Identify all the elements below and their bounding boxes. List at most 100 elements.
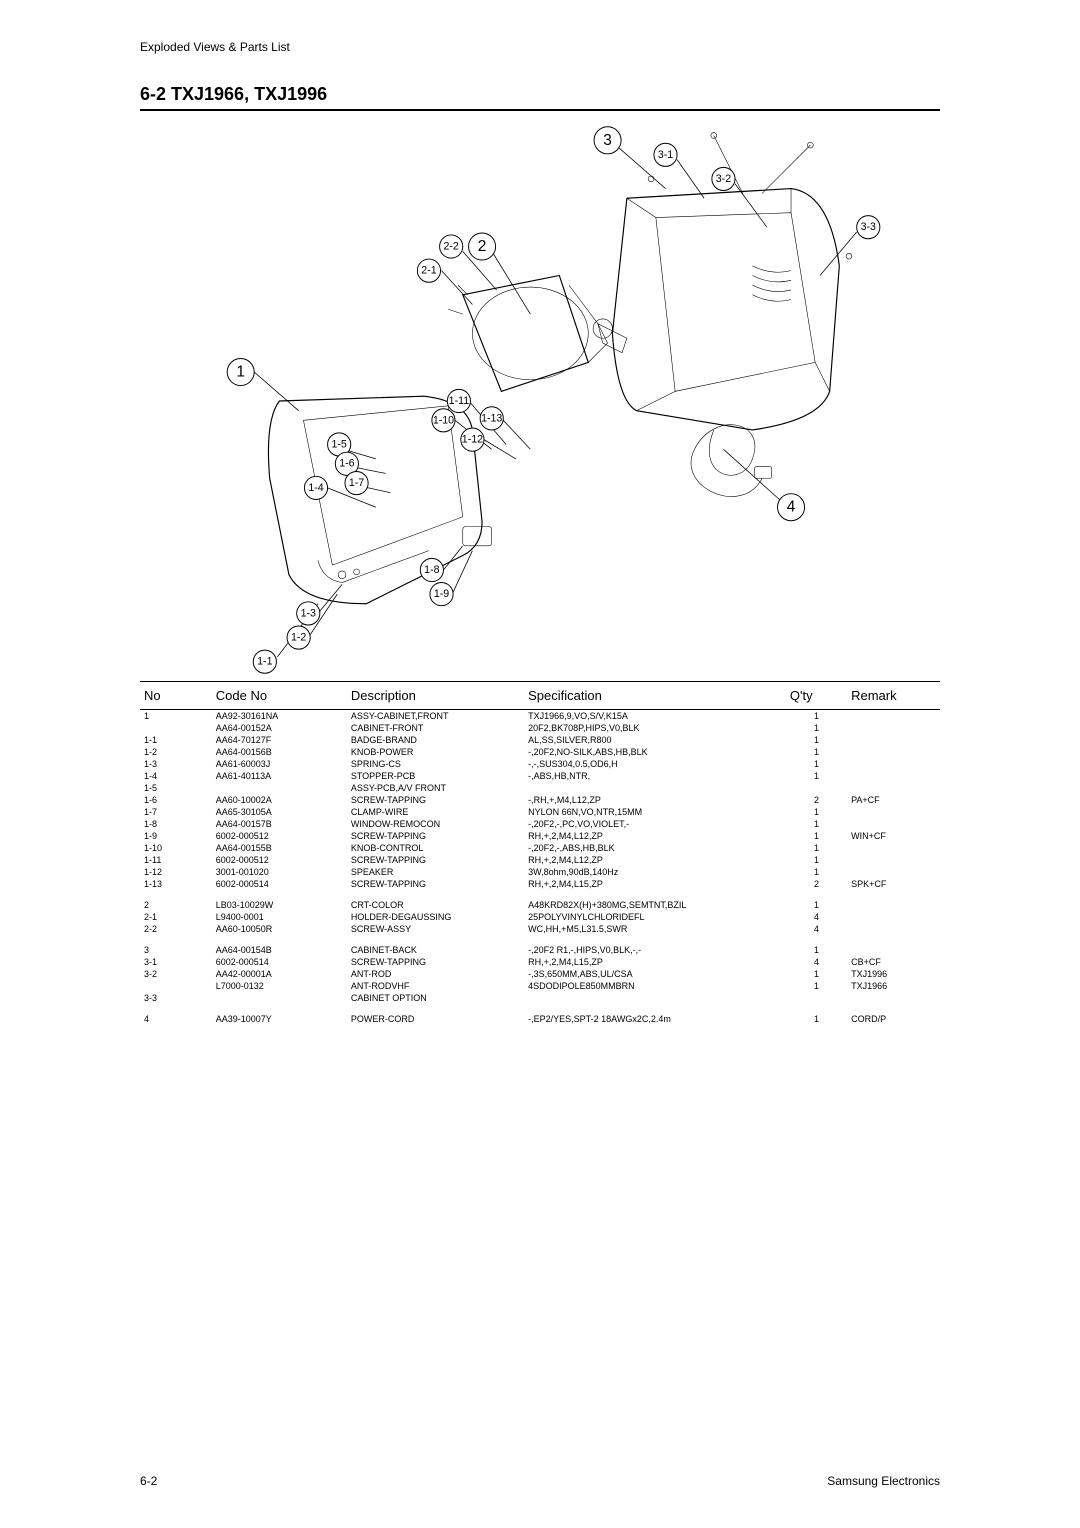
leader-line — [442, 271, 473, 305]
leader-lines — [254, 148, 856, 657]
cell-spec: 4SDODIPOLE850MMBRN — [524, 980, 786, 992]
callout-label: 2-2 — [444, 241, 459, 253]
callout-label: 1-13 — [481, 412, 502, 424]
table-row: 1AA92-30161NAASSY-CABINET,FRONTTXJ1966,9… — [140, 710, 940, 723]
callout-label: 1-6 — [339, 458, 354, 470]
cell-desc: BADGE-BRAND — [347, 734, 524, 746]
cell-qty: 1 — [786, 842, 847, 854]
cell-no: 3 — [140, 935, 212, 956]
cell-qty: 1 — [786, 890, 847, 911]
cell-code — [212, 782, 347, 794]
cell-spec: -,20F2,-,ABS,HB,BLK — [524, 842, 786, 854]
cell-code: AA42-00001A — [212, 968, 347, 980]
cell-spec: 3W,8ohm,90dB,140Hz — [524, 866, 786, 878]
cell-desc: SCREW-TAPPING — [347, 794, 524, 806]
cell-desc: ANT-RODVHF — [347, 980, 524, 992]
cell-qty — [786, 992, 847, 1004]
cell-rem — [847, 710, 940, 723]
table-row: 1-5ASSY-PCB,A/V FRONT — [140, 782, 940, 794]
cell-spec: NYLON 66N,VO,NTR,15MM — [524, 806, 786, 818]
cell-spec: -,20F2,NO-SILK,ABS,HB,BLK — [524, 746, 786, 758]
exploded-diagram: 1234 1-11-21-31-41-51-61-71-81-91-101-11… — [140, 121, 940, 681]
footer-page: 6-2 — [140, 1474, 157, 1488]
callout-label: 1-7 — [349, 477, 364, 489]
cell-rem — [847, 734, 940, 746]
cell-code: AA61-40113A — [212, 770, 347, 782]
cell-no: 2-1 — [140, 911, 212, 923]
table-row: 3-2AA42-00001AANT-ROD-,3S,650MM,ABS,UL/C… — [140, 968, 940, 980]
cell-desc: SPRING-CS — [347, 758, 524, 770]
table-row: 1-96002-000512SCREW-TAPPINGRH,+,2,M4,L12… — [140, 830, 940, 842]
cell-spec: WC,HH,+M5,L31.5,SWR — [524, 923, 786, 935]
cell-no: 1-6 — [140, 794, 212, 806]
cell-qty: 4 — [786, 923, 847, 935]
cell-no: 2-2 — [140, 923, 212, 935]
table-row: 3-16002-000514SCREW-TAPPINGRH,+,2,M4,L15… — [140, 956, 940, 968]
cell-rem: WIN+CF — [847, 830, 940, 842]
cell-desc: CLAMP-WIRE — [347, 806, 524, 818]
cell-spec: RH,+,2,M4,L15,ZP — [524, 878, 786, 890]
cell-spec: A48KRD82X(H)+380MG,SEMTNT,BZIL — [524, 890, 786, 911]
th-spec: Specification — [524, 682, 786, 710]
cell-qty: 2 — [786, 794, 847, 806]
cell-no: 1-4 — [140, 770, 212, 782]
cell-no: 1-8 — [140, 818, 212, 830]
th-remark: Remark — [847, 682, 940, 710]
cell-code: 6002-000512 — [212, 854, 347, 866]
diagram-svg: 1234 1-11-21-31-41-51-61-71-81-91-101-11… — [140, 121, 940, 681]
cell-rem — [847, 746, 940, 758]
cell-qty: 1 — [786, 866, 847, 878]
table-row: 1-6AA60-10002ASCREW-TAPPING-,RH,+,M4,L12… — [140, 794, 940, 806]
cell-code: AA64-00154B — [212, 935, 347, 956]
cell-desc: KNOB-CONTROL — [347, 842, 524, 854]
cell-rem: CORD/P — [847, 1004, 940, 1025]
cell-desc: SCREW-ASSY — [347, 923, 524, 935]
cell-desc: HOLDER-DEGAUSSING — [347, 911, 524, 923]
cell-no: 3-3 — [140, 992, 212, 1004]
cell-code: AA64-00155B — [212, 842, 347, 854]
table-row: 3AA64-00154BCABINET-BACK-,20F2 R1,-,HIPS… — [140, 935, 940, 956]
cell-rem — [847, 782, 940, 794]
callout-label: 1-5 — [332, 438, 347, 450]
cell-spec: -,EP2/YES,SPT-2 18AWGx2C,2.4m — [524, 1004, 786, 1025]
cell-no: 2 — [140, 890, 212, 911]
cell-code: L9400-0001 — [212, 911, 347, 923]
cell-desc: ANT-ROD — [347, 968, 524, 980]
cell-spec: TXJ1966,9,VO,S/V,K15A — [524, 710, 786, 723]
cell-no: 1-10 — [140, 842, 212, 854]
leader-line — [503, 420, 530, 449]
breadcrumb: Exploded Views & Parts List — [140, 40, 940, 54]
power-cord-group — [691, 425, 772, 497]
table-row: 1-4AA61-40113ASTOPPER-PCB-,ABS,HB,NTR,1 — [140, 770, 940, 782]
cell-spec: 25POLYVINYLCHLORIDEFL — [524, 911, 786, 923]
cell-spec: -,20F2 R1,-,HIPS,V0,BLK,-,- — [524, 935, 786, 956]
cell-code: AA39-10007Y — [212, 1004, 347, 1025]
cell-no: 1-11 — [140, 854, 212, 866]
cell-rem — [847, 806, 940, 818]
cell-qty: 1 — [786, 968, 847, 980]
cell-rem — [847, 818, 940, 830]
cell-desc: SPEAKER — [347, 866, 524, 878]
table-row: 1-2AA64-00156BKNOB-POWER-,20F2,NO-SILK,A… — [140, 746, 940, 758]
leader-line — [443, 546, 462, 570]
cell-qty: 1 — [786, 722, 847, 734]
cell-no: 3-2 — [140, 968, 212, 980]
cell-qty: 1 — [786, 734, 847, 746]
footer-brand: Samsung Electronics — [827, 1474, 940, 1488]
cell-desc: STOPPER-PCB — [347, 770, 524, 782]
leader-line — [484, 440, 516, 459]
callout-label: 2-1 — [421, 265, 436, 277]
table-row: 2LB03-10029WCRT-COLORA48KRD82X(H)+380MG,… — [140, 890, 940, 911]
cell-code: AA64-00152A — [212, 722, 347, 734]
callout-label: 1-12 — [462, 434, 483, 446]
cell-qty: 1 — [786, 710, 847, 723]
cell-code: AA61-60003J — [212, 758, 347, 770]
cell-spec: -,ABS,HB,NTR, — [524, 770, 786, 782]
th-no: No — [140, 682, 212, 710]
cell-code: 6002-000514 — [212, 878, 347, 890]
cell-qty: 1 — [786, 980, 847, 992]
cell-no — [140, 722, 212, 734]
cell-no: 3-1 — [140, 956, 212, 968]
cell-rem: TXJ1966 — [847, 980, 940, 992]
table-row: AA64-00152ACABINET-FRONT20F2,BK708P,HIPS… — [140, 722, 940, 734]
